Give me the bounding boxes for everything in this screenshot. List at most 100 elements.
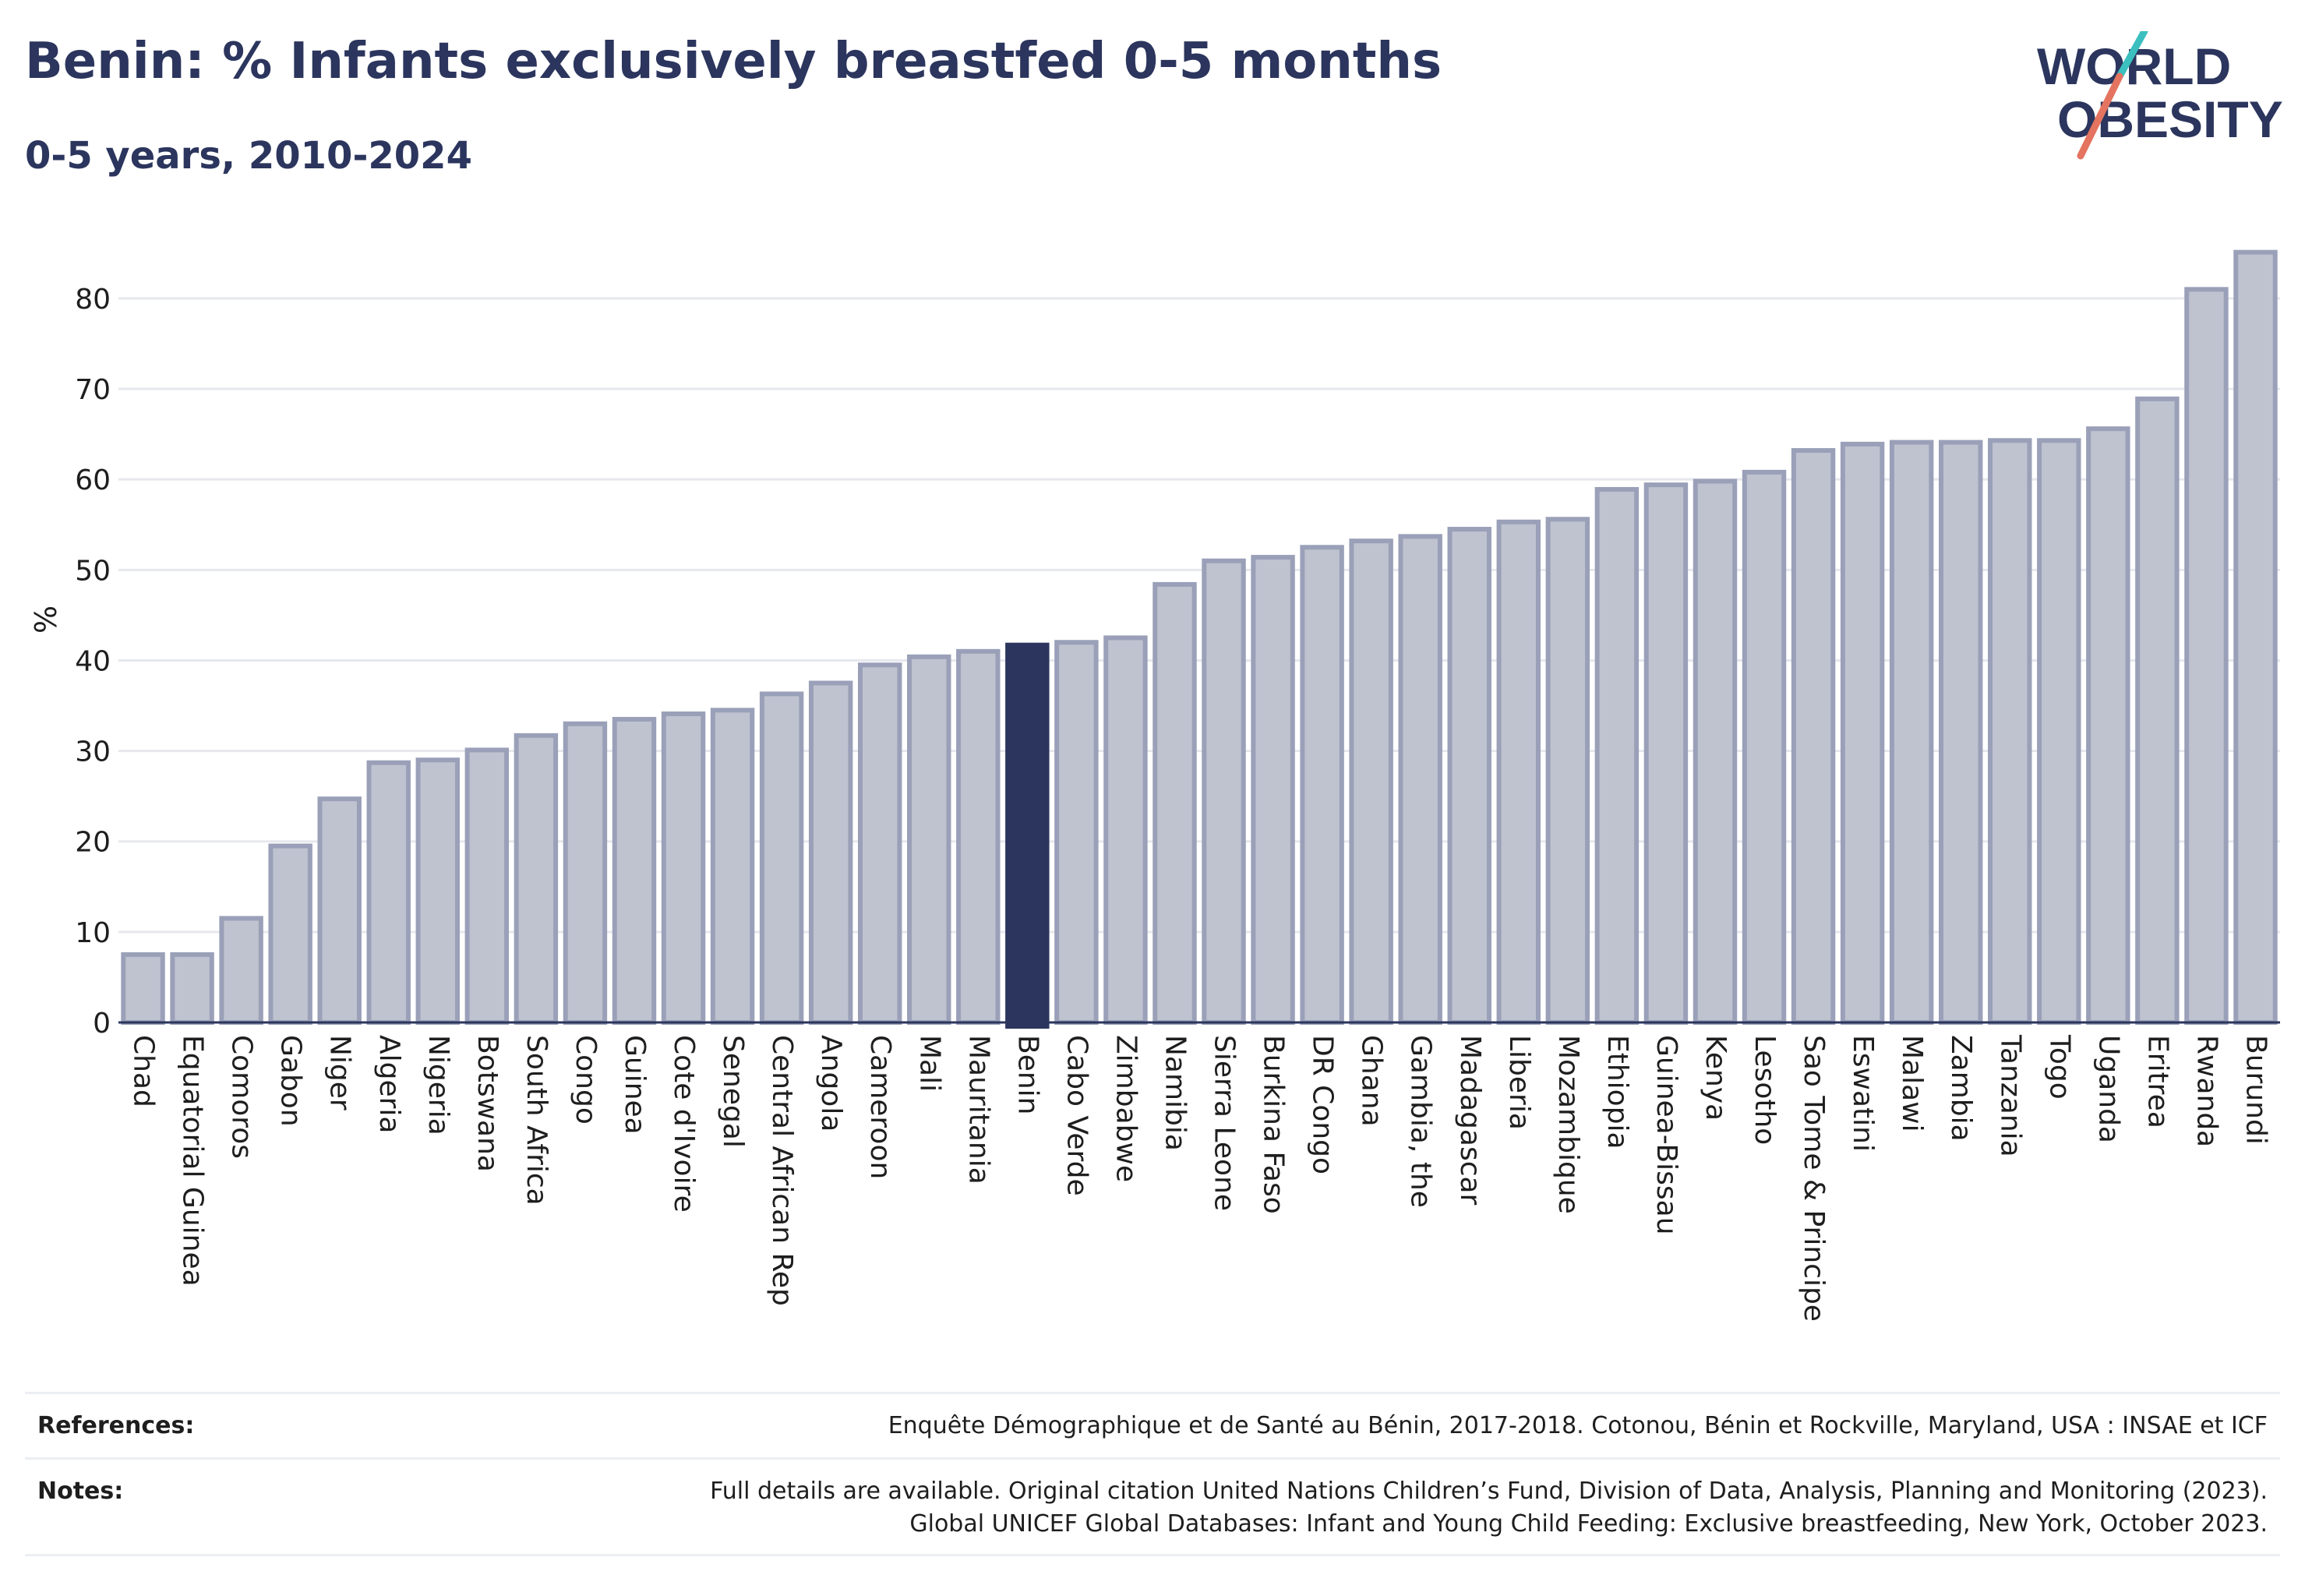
x-tick-label: Benin [1011, 1035, 1043, 1114]
bars [121, 249, 2278, 1029]
bar-kenya [1693, 478, 1738, 1025]
x-tick-label: Namibia [1159, 1035, 1191, 1151]
bar-cabo-verde [1054, 640, 1099, 1026]
bar-tanzania [1988, 438, 2032, 1025]
bar-mauritania [956, 648, 1001, 1025]
x-tick-label: Central African Rep [766, 1035, 798, 1306]
footer-divider-mid [25, 1457, 2280, 1460]
bar-burkina-faso [1251, 555, 1295, 1025]
x-tick-label: Guinea [619, 1035, 651, 1135]
x-tick-label: Kenya [1700, 1035, 1731, 1121]
bar-south-africa [514, 733, 559, 1025]
x-tick-label: Cote d'Ivoire [668, 1035, 700, 1213]
bar-botswana [464, 747, 510, 1026]
chart-subtitle: 0-5 years, 2010-2024 [25, 134, 472, 178]
notes-line-1: Full details are available. Original cit… [710, 1478, 2268, 1505]
bar-cote-d-ivoire [661, 711, 706, 1025]
bar-liberia [1496, 519, 1541, 1025]
references-label: References: [37, 1412, 195, 1439]
x-tick-label: Gabon [275, 1035, 307, 1127]
bar-gabon [268, 843, 312, 1025]
bar-angola [808, 680, 853, 1025]
x-tick-label: Burundi [2240, 1035, 2271, 1145]
bar-sierra-leone [1202, 558, 1246, 1025]
x-tick-label: Madagascar [1454, 1035, 1486, 1206]
world-obesity-logo: WORLD OBESITY [2037, 31, 2283, 160]
notes-label: Notes: [37, 1478, 124, 1505]
bar-ethiopia [1594, 486, 1640, 1025]
x-tick-label: Burkina Faso [1258, 1035, 1290, 1214]
y-tick-labels: 0 10 20 30 40 50 60 70 80 [75, 284, 111, 1040]
bar-chad [121, 952, 165, 1025]
x-tick-label: Senegal [717, 1035, 749, 1148]
bar-madagascar [1447, 527, 1491, 1025]
bar-cameroon [857, 662, 902, 1025]
bar-uganda [2086, 426, 2130, 1025]
x-tick-label: DR Congo [1307, 1035, 1339, 1174]
bar-dr-congo [1300, 545, 1344, 1025]
x-tick-label: Guinea-Bissau [1650, 1035, 1682, 1235]
x-tick-label: Zambia [1945, 1035, 1977, 1142]
y-tick-label: 60 [75, 464, 111, 496]
bar-burundi [2233, 249, 2278, 1025]
x-tick-label: Sierra Leone [1209, 1035, 1241, 1211]
footer-divider-top [25, 1392, 2280, 1394]
y-axis-label: % [29, 606, 63, 634]
bar-guinea [612, 716, 657, 1025]
bar-comoros [219, 916, 263, 1026]
bar-zimbabwe [1103, 635, 1148, 1026]
x-tick-label: Lesotho [1749, 1035, 1781, 1145]
bar-equatorial-guinea [170, 952, 214, 1025]
x-tick-label: Mali [913, 1035, 945, 1092]
bar-namibia [1152, 581, 1197, 1025]
bar-algeria [366, 760, 411, 1026]
x-tick-label: Nigeria [422, 1035, 454, 1135]
x-tick-label: Angola [815, 1035, 847, 1132]
bar-central-african-rep [759, 691, 804, 1025]
y-tick-label: 20 [75, 827, 111, 859]
y-tick-label: 10 [75, 917, 111, 949]
x-tick-label: Comoros [226, 1035, 258, 1159]
x-tick-label: Malawi [1896, 1035, 1928, 1132]
chart-title: Benin: % Infants exclusively breastfed 0… [25, 33, 1442, 90]
bar-guinea-bissau [1643, 482, 1689, 1025]
x-tick-label: Mauritania [962, 1035, 994, 1185]
y-tick-label: 40 [75, 645, 111, 677]
bar-mozambique [1545, 517, 1590, 1025]
x-tick-label: Uganda [2092, 1035, 2124, 1143]
bar-benin [1005, 642, 1050, 1029]
x-tick-label: Cameroon [864, 1035, 896, 1179]
bar-mali [907, 654, 951, 1025]
y-tick-label: 30 [75, 736, 111, 768]
references-text: Enquête Démographique et de Santé au Bén… [888, 1412, 2268, 1439]
y-tick-label: 0 [93, 1008, 111, 1040]
notes-line-2: Global UNICEF Global Databases: Infant a… [909, 1510, 2268, 1538]
x-tick-label: Eswatini [1847, 1035, 1879, 1152]
x-tick-labels: Chad Equatorial Guinea Comoros Gabon Niger Al… [128, 1034, 2272, 1322]
x-tick-label: Eritrea [2141, 1035, 2173, 1128]
bar-zambia [1938, 440, 1983, 1025]
x-tick-label: Ethiopia [1601, 1035, 1633, 1149]
y-tick-label: 50 [75, 555, 111, 587]
x-tick-label: Togo [2043, 1034, 2075, 1100]
x-tick-label: Cabo Verde [1061, 1035, 1092, 1196]
bar-togo [2037, 438, 2081, 1025]
footer-divider-bottom [25, 1554, 2280, 1556]
bar-nigeria [415, 757, 461, 1025]
x-tick-label: Zimbabwe [1110, 1035, 1142, 1182]
bar-congo [563, 721, 608, 1025]
x-tick-label: Tanzania [1994, 1034, 2026, 1157]
x-tick-label: Chad [128, 1035, 160, 1107]
x-tick-label: Equatorial Guinea [177, 1035, 209, 1287]
x-tick-label: Algeria [373, 1035, 405, 1134]
y-tick-label: 70 [75, 374, 111, 406]
bar-rwanda [2184, 287, 2229, 1025]
x-tick-label: Sao Tome & Principe [1798, 1035, 1830, 1322]
bar-senegal [710, 708, 755, 1025]
x-tick-label: Niger [324, 1035, 356, 1110]
x-tick-label: Liberia [1503, 1035, 1535, 1130]
bar-eswatini [1840, 441, 1885, 1025]
x-tick-label: South Africa [521, 1035, 552, 1206]
bar-niger [317, 796, 362, 1025]
